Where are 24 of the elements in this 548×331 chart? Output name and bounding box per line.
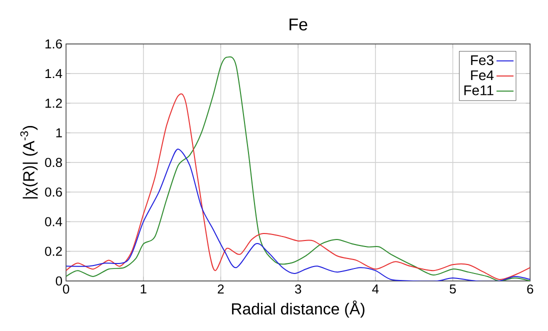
legend-label: Fe3	[471, 55, 494, 66]
x-tick-label: 1	[140, 284, 146, 294]
legend-label: Fe4	[471, 70, 494, 80]
y-tick-label: 0.4	[45, 217, 62, 226]
y-tick-label: 1.6	[46, 39, 62, 48]
y-tick-label: 0	[56, 276, 62, 286]
line-series	[66, 148, 530, 281]
x-axis-title: Radial distance (Å)	[232, 300, 364, 318]
y-axis-title: |χ(R)| (A$^{-3}$)	[20, 126, 38, 198]
y-tick-label: 1	[56, 128, 62, 138]
x-tick-label: 6	[527, 284, 534, 294]
x-tick-label: 3	[294, 284, 302, 294]
x-tick-label: 2	[218, 284, 224, 294]
y-tick-label: 0.6	[45, 187, 62, 197]
y-tick-label: 1.4	[46, 69, 62, 78]
y-tick-label: 0.8	[45, 158, 62, 167]
y-tick-label: 0.2	[45, 246, 62, 256]
x-tick-label: 4	[372, 284, 379, 294]
legend-label: Fe11	[464, 85, 494, 96]
x-tick-label: 0	[62, 284, 70, 294]
y-tick-label: 1.2	[46, 98, 62, 108]
x-tick-label: 5	[450, 284, 456, 294]
line-series	[66, 56, 530, 281]
chart-title: Fe	[290, 18, 308, 30]
